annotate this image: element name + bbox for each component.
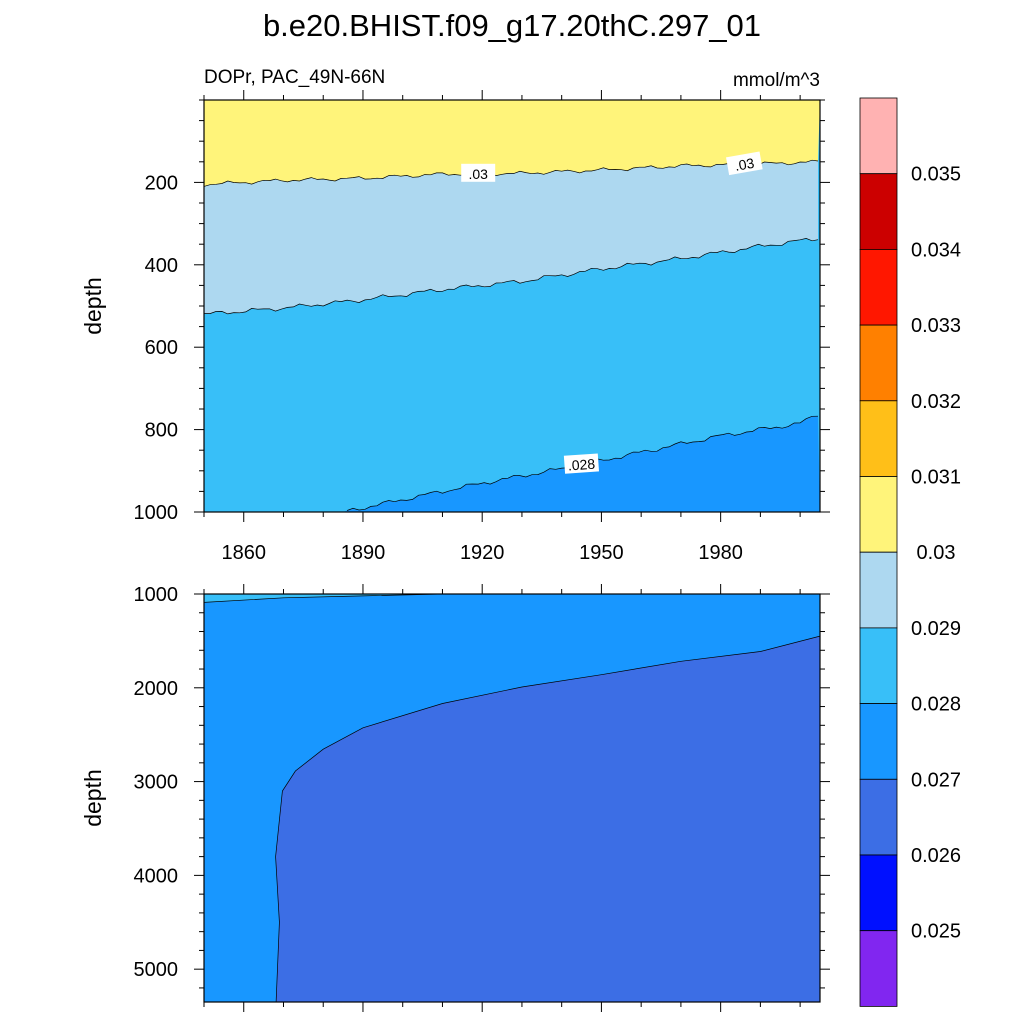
colorbar-label: 0.033 (911, 315, 961, 337)
chart-title: b.e20.BHIST.f09_g17.20thC.297_01 (263, 8, 761, 43)
y-tick-label: 2000 (134, 678, 179, 700)
colorbar-label: 0.028 (911, 694, 961, 716)
lower-panel: 1000 2000 3000 4000 5000 depth (80, 584, 830, 1012)
colorbar-label: 0.025 (911, 921, 961, 943)
colorbar: 0.035 0.034 0.033 0.032 0.031 0.03 0.029 0.028 0… (859, 97, 961, 1007)
lower-contour-0028 (203, 593, 443, 603)
lower-fill-0026-0027 (275, 636, 821, 1002)
colorbar-label: 0.029 (911, 618, 961, 640)
colorbar-box (859, 854, 898, 932)
colorbar-box (859, 778, 898, 856)
x-tick-label: 1950 (579, 542, 624, 564)
lower-ytick-labels: 1000 2000 3000 4000 5000 (134, 584, 179, 981)
colorbar-label: 0.031 (911, 467, 961, 489)
colorbar-label: 0.035 (911, 164, 961, 186)
colorbar-box (859, 476, 898, 553)
colorbar-box (859, 930, 898, 1007)
contour-label: .03 (461, 163, 496, 182)
colorbar-box (859, 400, 898, 477)
colorbar-box (859, 627, 898, 705)
y-tick-label: 1000 (134, 584, 179, 606)
upper-fill-0030-0031 (204, 100, 820, 187)
y-tick-label: 600 (145, 337, 178, 359)
colorbar-box (859, 703, 898, 780)
colorbar-box (859, 551, 898, 629)
lower-fill-0028-0029 (204, 594, 443, 603)
upper-contour-0030 (203, 159, 819, 187)
upper-contour-labels: .03 .03 .028 (461, 151, 763, 474)
upper-panel: .03 .03 .028 200 400 600 800 1000 depth (80, 90, 830, 524)
subtitle-right: mmol/m^3 (733, 70, 820, 91)
y-tick-label: 1000 (134, 502, 179, 524)
lower-frame (203, 593, 821, 1003)
upper-fill-0027-0028 (343, 416, 820, 512)
y-tick-label: 400 (145, 255, 178, 277)
lower-fills (204, 594, 821, 1002)
upper-ytick-labels: 200 400 600 800 1000 (134, 172, 179, 524)
colorbar-label: 0.03 (917, 542, 956, 564)
colorbar-label: 0.026 (911, 845, 961, 867)
y-tick-label: 200 (145, 172, 178, 194)
colorbar-label: 0.032 (911, 391, 961, 413)
colorbar-box (859, 248, 898, 326)
x-tick-label: 1920 (460, 542, 505, 564)
x-tick-label: 1980 (698, 542, 743, 564)
lower-contour-0027 (275, 635, 821, 1003)
y-tick-label: 3000 (134, 772, 179, 794)
colorbar-label: 0.034 (911, 239, 961, 261)
y-tick-label: 800 (145, 420, 178, 442)
contour-label-text: .03 (468, 166, 488, 182)
lower-ylabel: depth (80, 769, 106, 827)
y-tick-label: 4000 (134, 865, 179, 887)
upper-ylabel: depth (80, 277, 106, 335)
colorbar-boxes (859, 97, 898, 1007)
colorbar-box (859, 173, 898, 250)
upper-contour-0029 (203, 238, 819, 315)
x-tick-label: 1890 (341, 542, 386, 564)
colorbar-box (859, 97, 898, 175)
colorbar-box (859, 324, 898, 402)
colorbar-label: 0.027 (911, 769, 961, 791)
upper-ticks (194, 90, 830, 522)
lower-contour-lines (203, 593, 821, 1003)
upper-fills (204, 100, 820, 512)
x-tick-label: 1860 (221, 542, 266, 564)
lower-ticks (194, 584, 830, 1012)
contour-label-text: .03 (734, 155, 756, 174)
xtick-labels: 1860 1890 1920 1950 1980 (221, 542, 742, 564)
contour-label: .028 (563, 453, 600, 474)
contour-label-text: .028 (567, 456, 596, 474)
colorbar-labels: 0.035 0.034 0.033 0.032 0.031 0.03 0.029 0.028 0… (911, 164, 961, 943)
y-tick-label: 5000 (134, 959, 179, 981)
subtitle-left: DOPr, PAC_49N-66N (204, 67, 385, 88)
contour-label: .03 (726, 151, 763, 176)
upper-fill-0029-0030 (204, 160, 818, 314)
